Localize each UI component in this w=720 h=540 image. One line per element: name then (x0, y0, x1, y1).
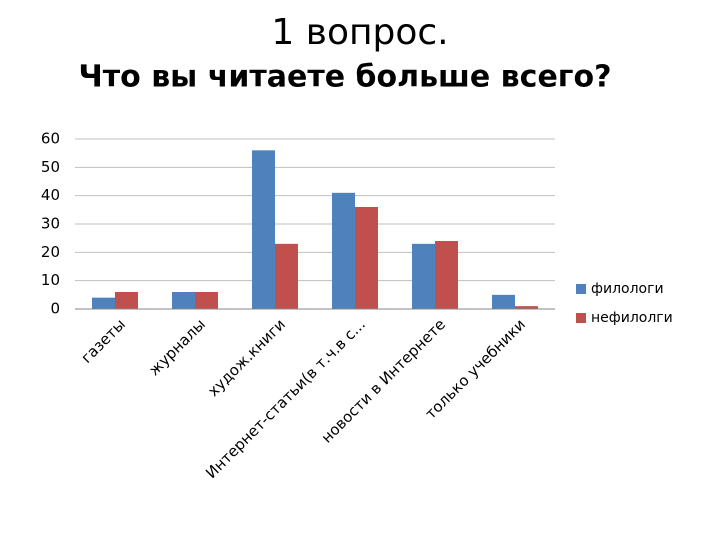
chart-title: 1 вопрос. (271, 12, 448, 53)
bar (332, 192, 355, 309)
bar (435, 241, 458, 309)
legend-label: нефилолги (591, 310, 673, 326)
bar (195, 292, 218, 309)
x-tick-label: худож.книги (204, 315, 289, 400)
bar (515, 306, 538, 309)
y-tick-label: 20 (41, 243, 60, 261)
bar (252, 150, 275, 309)
bar (275, 243, 298, 309)
x-tick-label: газеты (77, 315, 129, 367)
y-tick-label: 10 (41, 271, 60, 289)
y-tick-label: 40 (41, 186, 60, 204)
legend-swatch (576, 284, 586, 294)
chart-subtitle: Что вы читаете больше всего? (79, 60, 612, 95)
legend-swatch (576, 313, 586, 323)
bar (355, 207, 378, 309)
bar (92, 297, 115, 309)
bar (115, 292, 138, 309)
y-tick-label: 0 (50, 300, 60, 318)
y-tick-label: 30 (41, 215, 60, 233)
bar (412, 243, 435, 309)
y-tick-label: 60 (41, 130, 60, 148)
x-tick-label: Интернет-статьи(в т.ч.в с... (202, 315, 369, 482)
legend-label: филологи (591, 281, 664, 297)
bar (492, 294, 515, 309)
y-tick-label: 50 (41, 158, 60, 176)
bar (172, 292, 195, 309)
x-tick-label: журналы (145, 315, 209, 379)
